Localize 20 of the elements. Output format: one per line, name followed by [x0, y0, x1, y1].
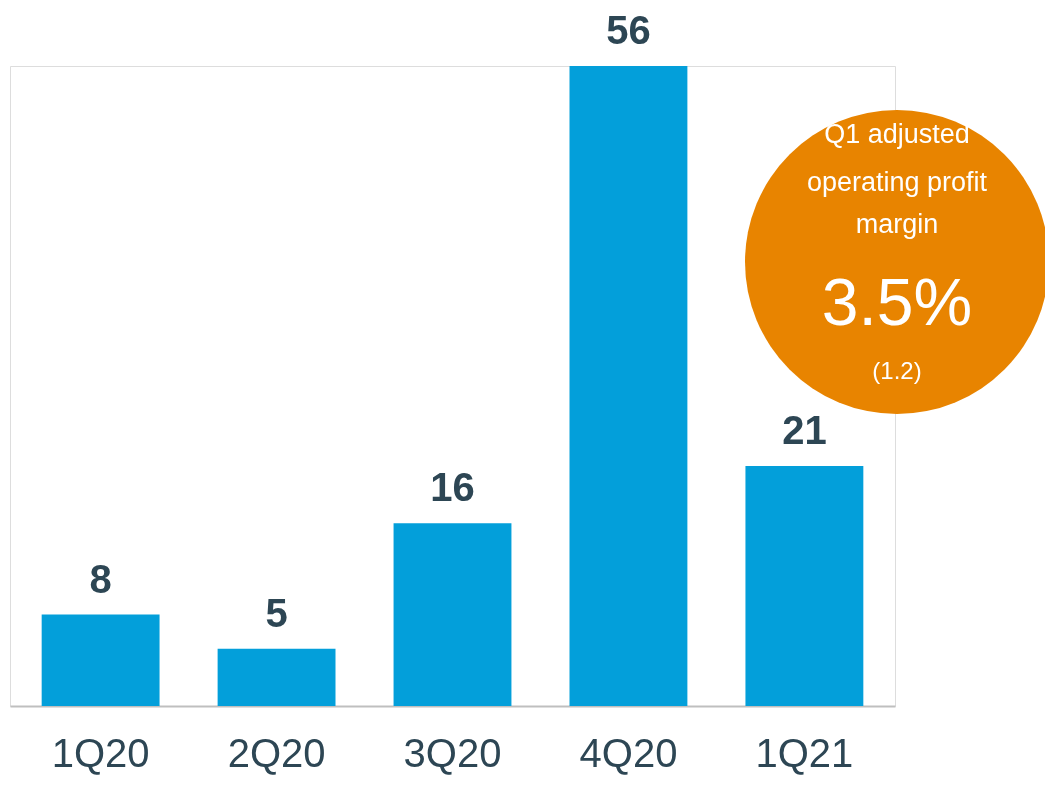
x-tick-label: 4Q20 [579, 730, 678, 775]
x-tick-label: 1Q21 [755, 730, 854, 775]
annotation: 3.5% [821, 265, 973, 339]
annotation: Q1 adjusted [824, 119, 970, 149]
data-label: 8 [89, 556, 112, 601]
data-label: 56 [606, 8, 651, 52]
bar [569, 66, 688, 706]
annotation: operating profit [806, 167, 988, 197]
x-tick-label: 2Q20 [227, 730, 326, 775]
bar [217, 648, 336, 706]
bar [393, 523, 512, 706]
annotation: (1.2) [872, 357, 922, 384]
data-label: 16 [430, 465, 475, 510]
data-label: 21 [782, 408, 827, 452]
x-tick-label: 1Q20 [51, 730, 150, 775]
bar [41, 614, 160, 706]
bar [745, 466, 864, 706]
annotation: margin [855, 209, 939, 239]
data-label: 5 [265, 590, 288, 635]
x-tick-label: 3Q20 [403, 730, 502, 775]
